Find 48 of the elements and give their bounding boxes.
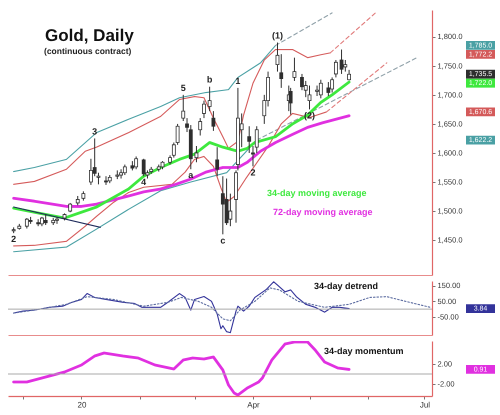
annotation: 3 xyxy=(92,126,98,136)
annotation: (1) xyxy=(272,30,283,41)
candlestick xyxy=(343,59,348,72)
candlestick xyxy=(68,202,72,213)
text: Gold, Daily xyxy=(45,26,134,45)
candlestick xyxy=(119,168,123,180)
candlestick xyxy=(215,146,220,177)
text: 34-day moving average xyxy=(267,188,367,198)
line-series xyxy=(12,341,350,396)
annotation: 4 xyxy=(141,177,146,188)
candlestick xyxy=(81,190,86,202)
text: (continuous contract) xyxy=(44,46,132,56)
annotation: 5 xyxy=(180,82,186,93)
candlestick xyxy=(198,118,202,136)
candlestick xyxy=(40,216,44,227)
annotation: b xyxy=(206,74,213,85)
candlestick xyxy=(194,145,198,163)
annotation: c xyxy=(220,235,226,246)
candlestick xyxy=(326,82,330,97)
annotation: 1 xyxy=(235,76,240,86)
x-tick-label: Apr xyxy=(247,400,260,410)
candlestick xyxy=(318,79,323,99)
candlestick xyxy=(134,156,138,170)
text: 72-day moving average xyxy=(273,207,373,217)
candlestick xyxy=(279,54,284,88)
candlestick xyxy=(44,214,48,226)
text: 34-day momentum xyxy=(324,346,404,356)
candlestick xyxy=(142,158,146,177)
annotation: 2 xyxy=(250,167,256,178)
candlestick xyxy=(76,195,80,206)
chart-title: 34-day detrend xyxy=(314,281,378,291)
candlestick xyxy=(228,193,232,227)
candlestick xyxy=(122,164,127,176)
annotation: (2) xyxy=(304,110,316,120)
candlestick xyxy=(292,57,296,82)
candlestick xyxy=(330,76,334,94)
candlestick xyxy=(315,85,319,97)
candlestick xyxy=(130,160,134,171)
annotation: 2 xyxy=(11,234,16,244)
candlestick xyxy=(288,87,293,116)
x-tick-label: Jul xyxy=(420,400,430,410)
candlestick xyxy=(220,176,225,235)
candlestick xyxy=(212,110,216,132)
line-series xyxy=(13,48,331,185)
x-tick-label: 20 xyxy=(78,400,87,410)
candlestick xyxy=(347,69,351,81)
candlestick xyxy=(24,218,29,230)
candlestick xyxy=(308,85,312,110)
